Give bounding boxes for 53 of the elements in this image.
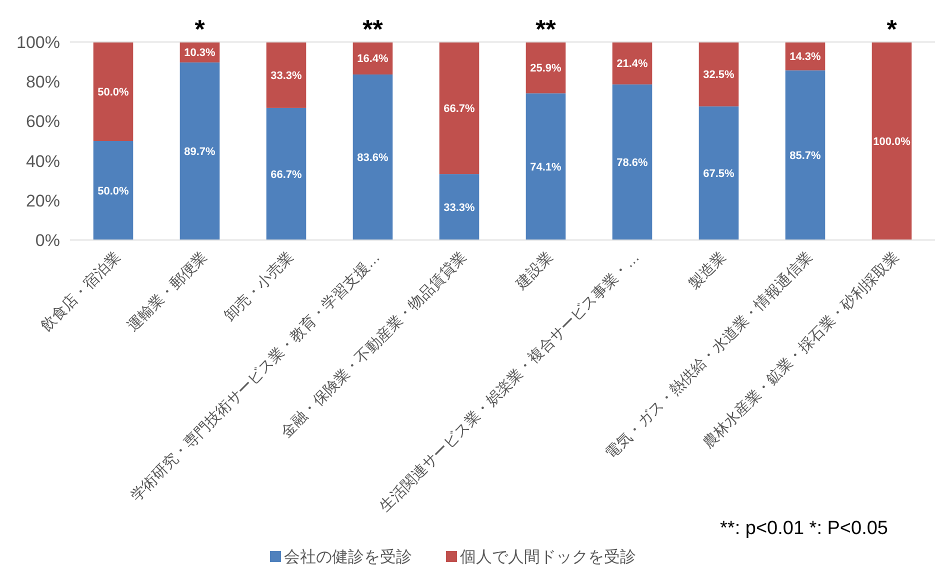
legend-label: 個人で人間ドックを受診	[460, 548, 636, 566]
y-tick-label: 100%	[16, 33, 60, 52]
data-label: 32.5%	[703, 69, 735, 82]
data-label: 83.6%	[357, 152, 389, 164]
data-label: 21.4%	[616, 58, 648, 70]
bar	[93, 141, 134, 240]
data-label: 16.4%	[357, 53, 389, 66]
bar	[266, 108, 306, 240]
data-label: 100.0%	[873, 136, 911, 148]
data-label: 74.1%	[530, 162, 562, 174]
bar	[612, 84, 652, 240]
bar	[266, 42, 306, 108]
x-tick-label: 運輸業・郵便業	[124, 248, 211, 336]
data-label: 66.7%	[444, 103, 476, 116]
bar	[612, 42, 652, 84]
bar	[352, 74, 393, 240]
legend-label: 会社の健診を受診	[284, 548, 412, 566]
bar	[439, 42, 480, 174]
y-tick-label: 60%	[26, 112, 60, 132]
bar	[698, 42, 739, 106]
data-label: 33.3%	[444, 202, 476, 214]
bar	[698, 106, 739, 240]
y-tick-label: 20%	[26, 191, 60, 210]
annotation: **	[536, 14, 557, 44]
annotation: **	[362, 14, 384, 44]
annotation: *	[194, 14, 206, 44]
bar	[93, 42, 134, 141]
annotation: *	[886, 14, 898, 44]
x-tick-label: 製造業	[686, 248, 730, 293]
data-label: 66.7%	[270, 168, 302, 181]
y-tick-label: 0%	[35, 231, 60, 250]
data-label: 85.7%	[790, 150, 822, 162]
bar	[180, 62, 220, 240]
data-label: 14.3%	[790, 51, 822, 64]
x-tick-label: 卸売・小売業	[221, 248, 298, 324]
bar	[526, 42, 566, 94]
bar	[526, 93, 566, 240]
x-tick-label: 建設業	[512, 248, 557, 294]
data-label: 10.3%	[184, 47, 216, 60]
bar	[785, 70, 826, 240]
data-label: 89.7%	[184, 146, 216, 158]
data-label: 67.5%	[703, 168, 735, 180]
text: **: p<0.01 *: P<0.05	[720, 518, 888, 539]
y-tick-label: 80%	[26, 72, 60, 92]
data-label: 78.6%	[616, 157, 648, 170]
y-tick-label: 40%	[26, 152, 60, 171]
bar	[872, 42, 912, 240]
data-label: 25.9%	[530, 62, 562, 75]
data-label: 50.0%	[98, 186, 130, 198]
x-tick-label: 飲食店・宿泊業	[38, 248, 124, 336]
data-label: 50.0%	[98, 86, 130, 98]
data-label: 33.3%	[270, 70, 302, 82]
bar	[439, 174, 480, 240]
